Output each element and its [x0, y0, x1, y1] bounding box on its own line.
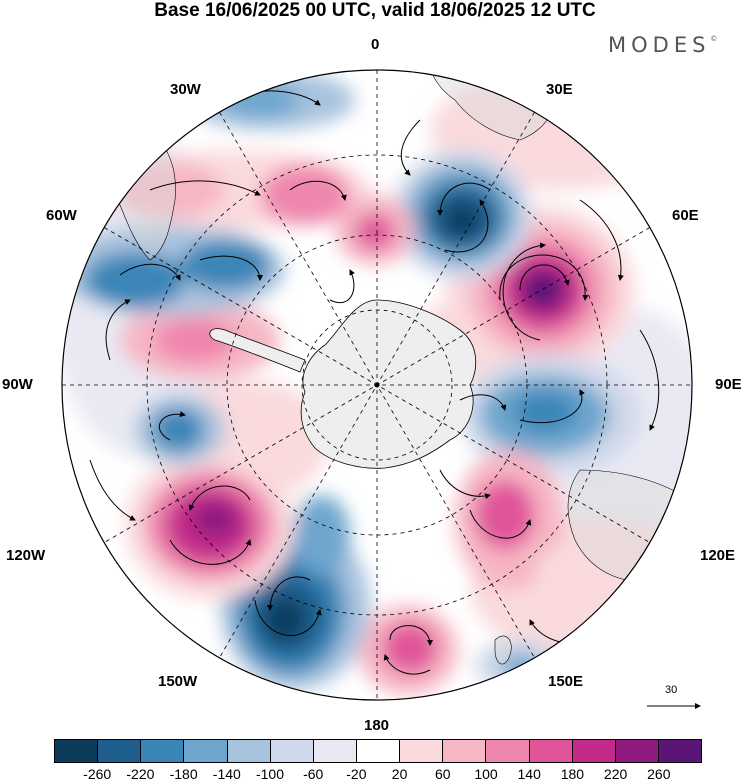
meridian-label-60e: 60E: [672, 207, 699, 224]
colorbar-tick-label: 260: [647, 766, 671, 782]
meridian-label-120w: 120W: [6, 547, 46, 564]
meridian-label-30e: 30E: [546, 81, 573, 98]
colorbar-tick-label: -220: [126, 766, 155, 782]
colorbar-swatch: [227, 740, 271, 762]
colorbar-swatch: [98, 740, 142, 762]
colorbar-swatch: [486, 740, 530, 762]
meridian-label-180: 180: [364, 717, 390, 734]
colorbar-tick-label: -180: [169, 766, 198, 782]
colorbar-tick-label: 100: [474, 766, 498, 782]
colorbar-tick-label: -140: [212, 766, 241, 782]
colorbar-tick-label: -100: [255, 766, 285, 782]
new-zealand-landmass: [494, 635, 512, 665]
vector-scale-label: 30: [665, 684, 678, 696]
colorbar-tick-label: 60: [435, 766, 451, 782]
antarctic-peninsula: [209, 328, 306, 373]
colorbar-tick-label: 20: [391, 766, 408, 782]
colorbar-tick-label: -260: [83, 766, 112, 782]
colorbar-swatch: [615, 740, 659, 762]
colorbar-tick-label: -20: [346, 766, 367, 782]
colorbar-swatch: [400, 740, 444, 762]
colorbar-tick-label: -60: [303, 766, 324, 782]
colorbar-swatch: [55, 740, 99, 762]
colorbar-tick-label: 140: [517, 766, 541, 782]
colorbar-swatch: [572, 740, 616, 762]
meridian-label-120e: 120E: [700, 547, 736, 564]
brand-logo: MODES©: [608, 33, 718, 57]
meridian-label-90w: 90W: [2, 376, 33, 393]
colorbar-swatch: [313, 740, 357, 762]
south-pole-marker: [374, 382, 380, 388]
chart-title: Base 16/06/2025 00 UTC, valid 18/06/2025…: [154, 0, 596, 21]
colorbar-swatch: [356, 740, 401, 762]
meridian-label-60w: 60W: [46, 207, 77, 224]
colorbar-swatch: [529, 740, 573, 762]
meridian-label-150w: 150W: [158, 673, 198, 690]
colorbar-tick-label: 220: [603, 766, 628, 782]
colorbar-swatch: [443, 740, 487, 762]
meridian-label-90e: 90E: [715, 376, 742, 393]
colorbar-swatch: [184, 740, 228, 762]
colorbar-ticks: -260 -220 -180 -140 -100 -60 -20 20 60 100 140 180 2…: [54, 766, 702, 782]
antarctica-landmass: [300, 299, 477, 469]
colorbar: [54, 739, 702, 763]
colorbar-tick-label: 180: [560, 766, 585, 782]
meridian-label-30w: 30W: [170, 81, 201, 98]
colorbar-swatch: [658, 740, 702, 762]
meridian-label-0: 0: [371, 36, 380, 53]
map-boundary: [61, 69, 693, 701]
meridian-label-150e: 150E: [548, 673, 584, 690]
colorbar-swatch: [270, 740, 314, 762]
colorbar-swatch: [141, 740, 185, 762]
